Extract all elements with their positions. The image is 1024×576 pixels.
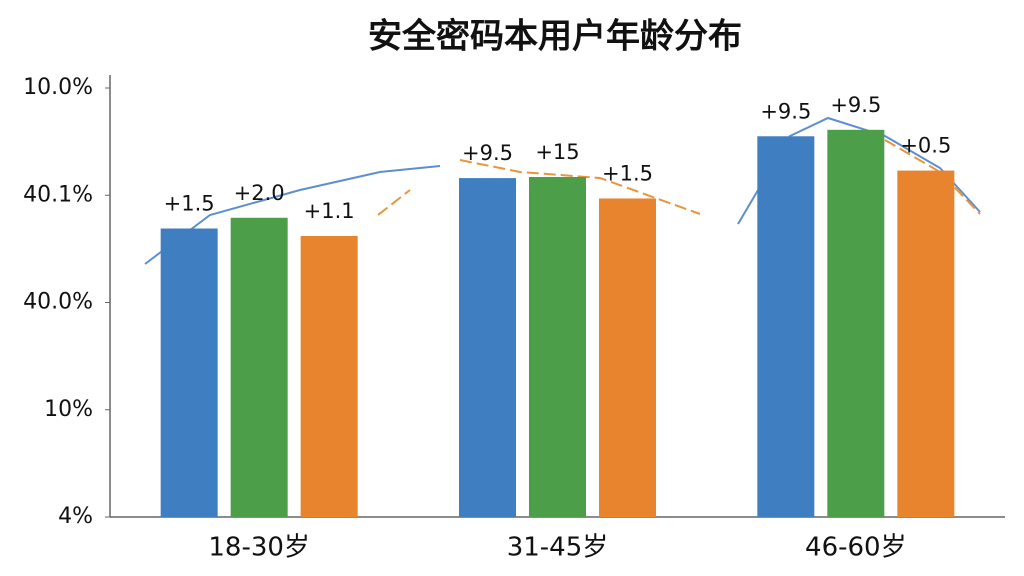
bar	[459, 178, 516, 517]
bar	[529, 177, 586, 517]
chart-title: 安全密码本用户年龄分布	[368, 17, 742, 57]
bar-label: +9.5	[830, 93, 881, 117]
x-tick-label: 31-45岁	[507, 533, 609, 563]
bar	[599, 198, 656, 517]
y-tick-label: 40.1%	[23, 182, 93, 207]
x-tick-label: 46-60岁	[805, 533, 907, 563]
bar-label: +1.5	[602, 161, 653, 185]
trend-line	[377, 159, 701, 216]
bar	[827, 129, 885, 517]
x-tick-label: 18-30岁	[208, 533, 310, 563]
bar	[757, 136, 815, 517]
bar-label: +15	[535, 140, 579, 164]
y-tick-label: 10%	[44, 397, 93, 422]
bar	[230, 217, 288, 517]
bar-label: +2.0	[234, 181, 285, 205]
bar	[300, 236, 358, 517]
bar-label: +1.1	[304, 199, 355, 223]
y-tick-label: 40.0%	[23, 290, 93, 315]
bar	[897, 170, 955, 517]
trend-line	[884, 139, 981, 215]
y-tick-label: 10.0%	[23, 75, 93, 100]
bar	[160, 228, 218, 517]
bar-label: +9.5	[462, 141, 513, 165]
bar-label: +0.5	[900, 134, 951, 158]
bar-label: +9.5	[760, 99, 811, 123]
bar-label: +1.5	[164, 191, 215, 215]
y-tick-label: 4%	[58, 504, 93, 529]
